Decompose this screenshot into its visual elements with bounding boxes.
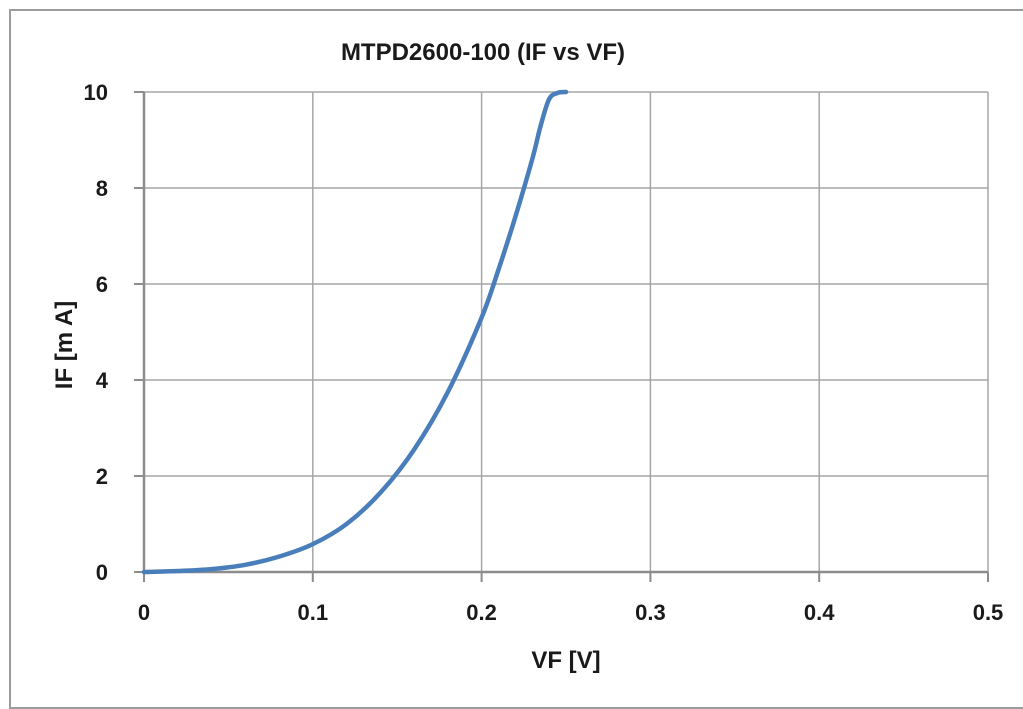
y-tick-label-4: 8	[96, 176, 108, 201]
chart-title: MTPD2600-100 (IF vs VF)	[341, 39, 625, 66]
series-layer	[141, 89, 569, 575]
x-tick-label-2: 0.2	[466, 600, 497, 625]
grid	[144, 91, 989, 572]
x-tick-label-3: 0.3	[635, 600, 666, 625]
series-line-0	[141, 89, 569, 575]
y-tick-label-3: 6	[96, 272, 108, 297]
chart: 0 2 4 6 8 10 0 0.1 0.2 0.3 0.4 0.5 MTPD2600-100 (IF…	[51, 39, 1004, 674]
y-tick-label-0: 0	[96, 560, 108, 585]
x-tick-label-0: 0	[138, 600, 150, 625]
y-tick-label-1: 2	[96, 464, 108, 489]
chart-frame	[9, 9, 1023, 709]
x-tick-label-4: 0.4	[804, 600, 835, 625]
y-tick-label-2: 4	[96, 368, 109, 393]
y-tick-label-5: 10	[84, 80, 108, 105]
tick-labels: 0 2 4 6 8 10 0 0.1 0.2 0.3 0.4 0.5	[84, 80, 1004, 625]
x-tick-label-1: 0.1	[298, 600, 329, 625]
y-axis-title: IF [m A]	[51, 301, 78, 389]
x-axis-title: VF [V]	[531, 647, 600, 674]
axes	[134, 91, 989, 582]
x-tick-label-5: 0.5	[973, 600, 1004, 625]
